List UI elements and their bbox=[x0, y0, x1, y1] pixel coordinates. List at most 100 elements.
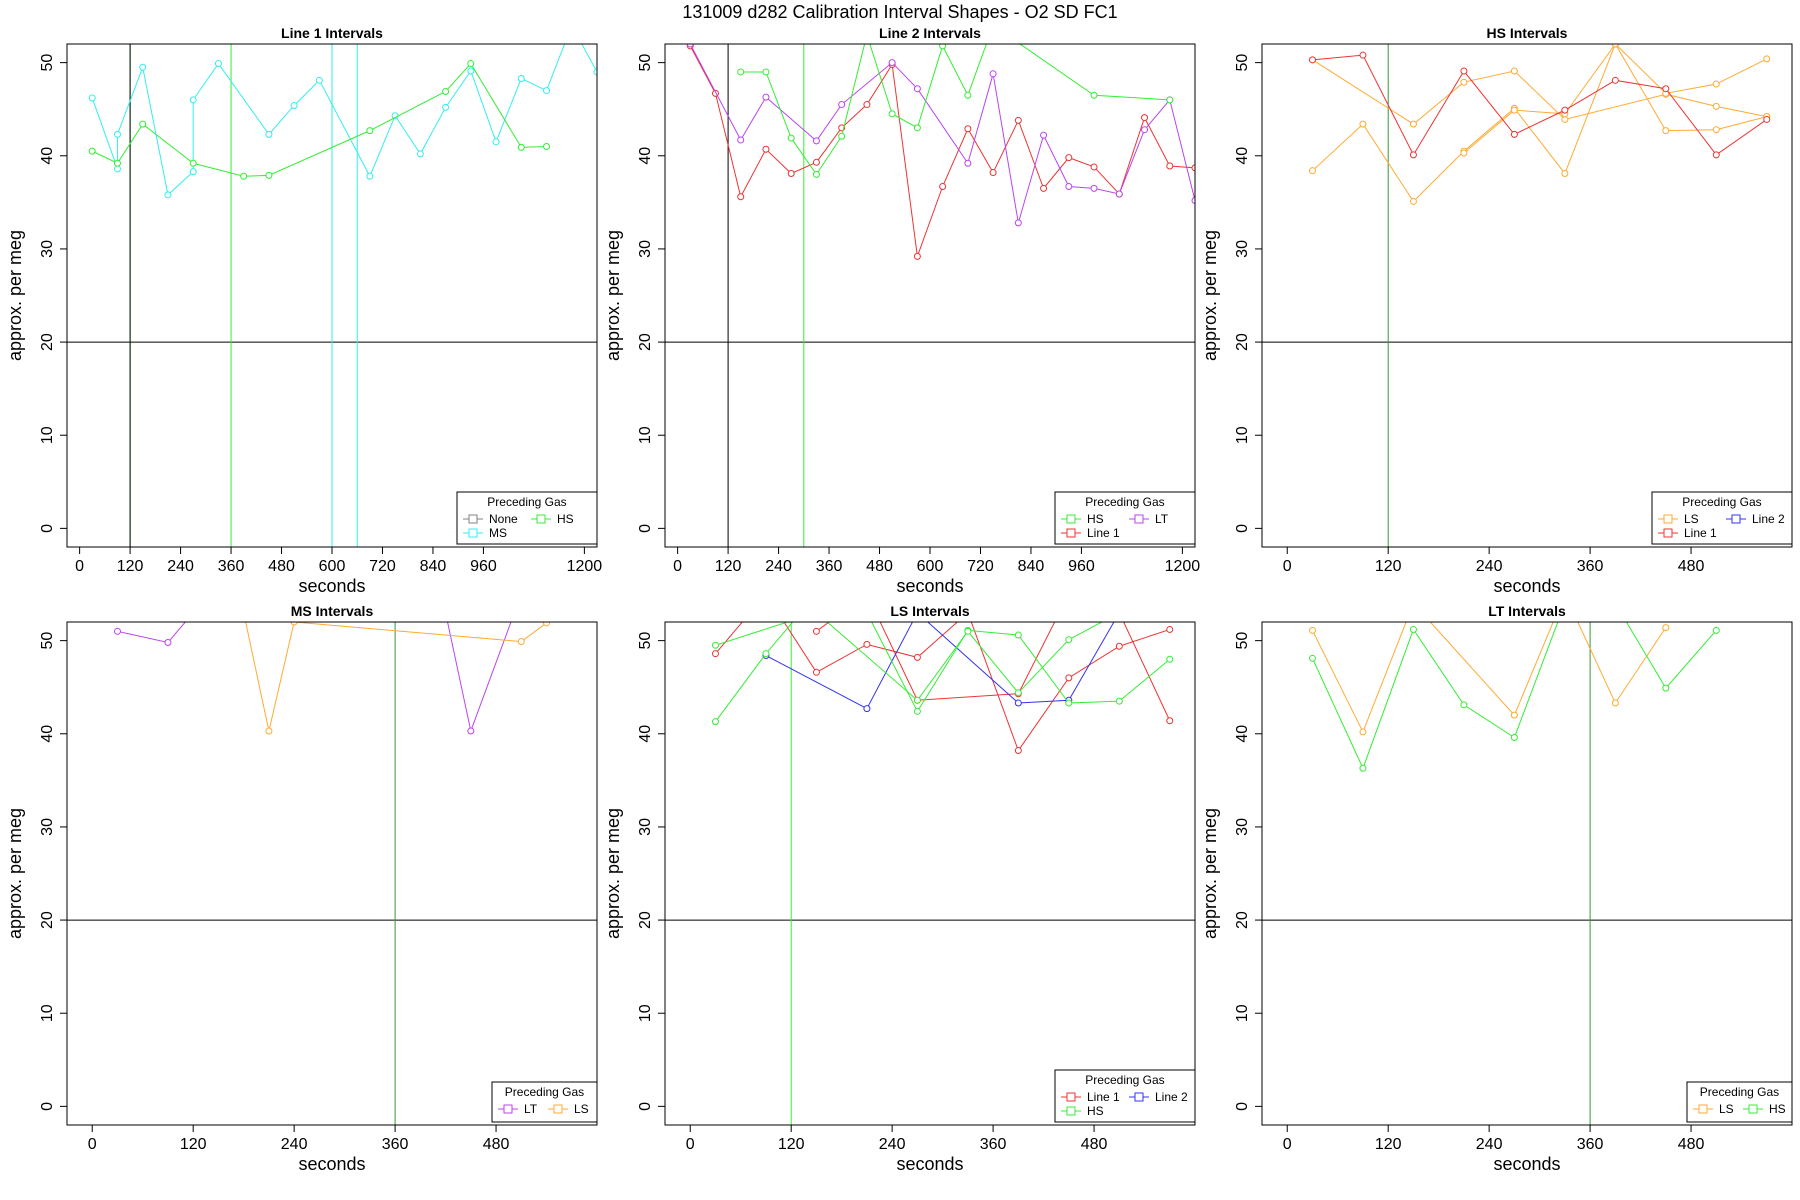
y-tick-label: 40 bbox=[1234, 147, 1251, 165]
legend-title: Preceding Gas bbox=[505, 1085, 584, 1099]
data-point bbox=[1763, 115, 1771, 123]
x-tick-label: 120 bbox=[1375, 1136, 1402, 1153]
data-point bbox=[838, 101, 846, 109]
data-point bbox=[812, 627, 820, 635]
data-point bbox=[1409, 197, 1417, 205]
data-point bbox=[1090, 163, 1098, 171]
y-tick-label: 40 bbox=[1234, 725, 1251, 743]
data-point bbox=[443, 610, 449, 616]
panel-title: Line 1 Intervals bbox=[281, 25, 383, 41]
series-line bbox=[765, 622, 1115, 710]
data-point bbox=[812, 158, 820, 166]
data-point bbox=[543, 87, 551, 95]
data-point bbox=[1662, 127, 1670, 135]
data-point bbox=[838, 132, 846, 140]
plot-area bbox=[686, 32, 1195, 547]
x-tick-label: 960 bbox=[470, 558, 497, 575]
data-point bbox=[1662, 85, 1670, 93]
data-point bbox=[1040, 184, 1048, 192]
legend-entry: LS bbox=[1719, 1102, 1734, 1116]
data-point bbox=[812, 137, 820, 145]
data-point bbox=[1115, 190, 1123, 198]
legend-entry: LT bbox=[1155, 512, 1169, 526]
legend-swatch-symbol bbox=[1748, 1104, 1758, 1114]
data-point bbox=[241, 610, 247, 616]
data-point bbox=[1308, 626, 1316, 634]
data-point bbox=[88, 147, 96, 155]
series-line bbox=[1312, 44, 1767, 203]
data-point bbox=[517, 638, 525, 646]
data-point bbox=[543, 622, 551, 627]
y-tick-label: 0 bbox=[39, 1102, 56, 1111]
data-point bbox=[864, 32, 870, 38]
y-axis-label: approx. per meg bbox=[603, 230, 623, 361]
data-point bbox=[1090, 184, 1098, 192]
data-point bbox=[1460, 149, 1468, 157]
data-point bbox=[1090, 91, 1098, 99]
x-tick-label: 240 bbox=[281, 1136, 308, 1153]
data-point bbox=[711, 650, 719, 658]
data-point bbox=[813, 610, 819, 616]
legend-entry: Line 1 bbox=[1087, 1090, 1120, 1104]
data-point bbox=[1359, 728, 1367, 736]
data-point bbox=[1460, 67, 1468, 75]
data-point bbox=[442, 103, 450, 111]
data-point bbox=[240, 172, 248, 180]
data-point bbox=[737, 68, 745, 76]
x-tick-label: 120 bbox=[1375, 558, 1402, 575]
data-point bbox=[1662, 684, 1670, 692]
y-tick-label: 20 bbox=[39, 911, 56, 929]
data-point bbox=[1409, 625, 1417, 633]
x-axis-label: seconds bbox=[298, 1154, 365, 1174]
series-line bbox=[117, 622, 512, 733]
panel-title: Line 2 Intervals bbox=[879, 25, 981, 41]
data-point bbox=[1116, 610, 1122, 616]
data-point bbox=[189, 96, 197, 104]
legend-swatch-symbol bbox=[1698, 1104, 1708, 1114]
plot-area bbox=[1308, 622, 1720, 1125]
data-point bbox=[711, 718, 719, 726]
panel-4: MS Intervals 0 120 240 360 480 0 10 20 30 40 50 seco… bbox=[5, 603, 598, 1174]
x-tick-label: 600 bbox=[917, 558, 944, 575]
legend-box bbox=[1054, 1069, 1196, 1123]
data-point bbox=[1191, 164, 1195, 172]
legend: Preceding Gas None HS MS bbox=[456, 491, 598, 545]
data-point bbox=[1409, 151, 1417, 159]
data-point bbox=[1014, 747, 1022, 755]
series-line bbox=[1463, 44, 1767, 154]
legend-title: Preceding Gas bbox=[1682, 495, 1761, 509]
data-point bbox=[686, 44, 694, 48]
data-point bbox=[762, 145, 770, 153]
data-point bbox=[569, 22, 575, 28]
data-point bbox=[913, 707, 921, 715]
data-point bbox=[1561, 169, 1569, 177]
data-point bbox=[1510, 130, 1518, 138]
data-point bbox=[913, 653, 921, 661]
data-point bbox=[913, 124, 921, 132]
data-point bbox=[1116, 610, 1122, 616]
data-point bbox=[762, 68, 770, 76]
data-point bbox=[1611, 76, 1619, 84]
data-point bbox=[711, 641, 719, 649]
data-point bbox=[1065, 674, 1073, 682]
legend-entry: Line 1 bbox=[1684, 526, 1717, 540]
x-tick-label: 0 bbox=[673, 558, 682, 575]
x-tick-label: 0 bbox=[75, 558, 84, 575]
y-tick-label: 10 bbox=[1234, 426, 1251, 444]
data-point bbox=[517, 74, 525, 82]
y-axis-label: approx. per meg bbox=[1200, 808, 1220, 939]
x-tick-label: 360 bbox=[382, 1136, 409, 1153]
x-tick-label: 840 bbox=[1018, 558, 1045, 575]
data-point bbox=[88, 94, 96, 102]
x-tick-label: 1200 bbox=[1165, 558, 1201, 575]
y-tick-label: 0 bbox=[1234, 1102, 1251, 1111]
x-axis-label: seconds bbox=[1493, 576, 1560, 596]
data-point bbox=[863, 705, 871, 713]
data-point bbox=[593, 68, 597, 76]
data-point bbox=[1014, 631, 1022, 639]
data-point bbox=[1115, 642, 1123, 650]
data-point bbox=[1166, 717, 1174, 725]
y-tick-label: 40 bbox=[637, 147, 654, 165]
data-point bbox=[1014, 689, 1022, 697]
data-point bbox=[1510, 67, 1518, 75]
